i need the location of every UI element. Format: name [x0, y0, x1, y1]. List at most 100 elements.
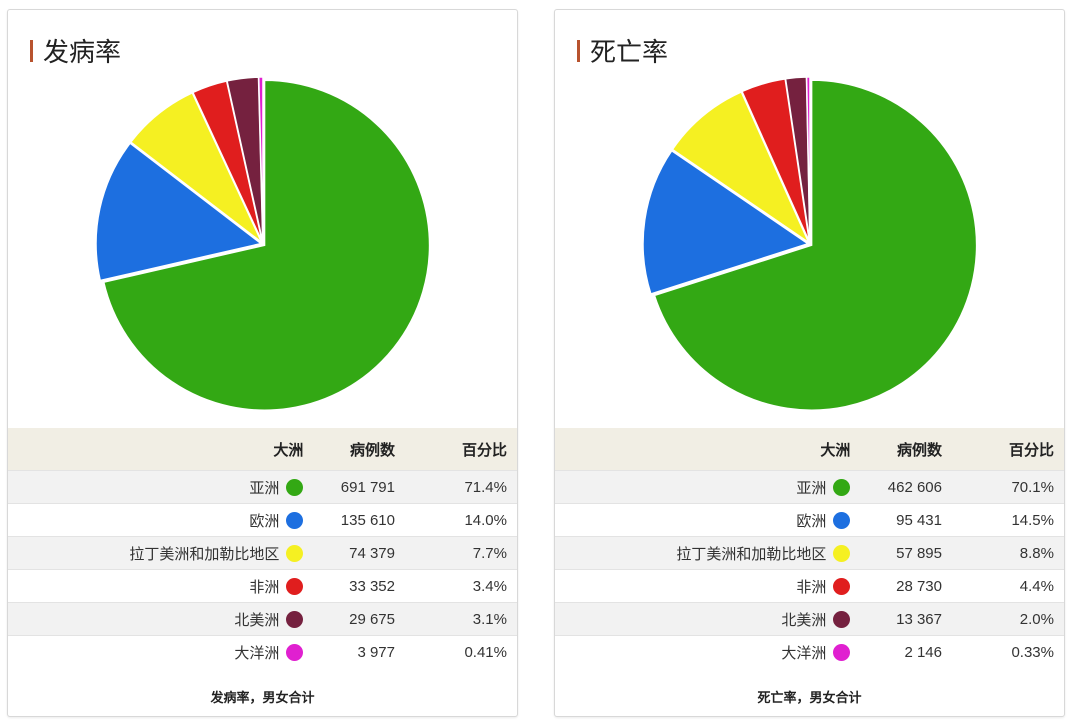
- table-row: 亚洲 691 791 71.4%: [8, 470, 517, 504]
- continent-cell: 非洲: [555, 569, 861, 603]
- header-continent: 大洲: [555, 428, 861, 471]
- chart-title: 发病率: [30, 32, 121, 69]
- continent-label: 非洲: [249, 578, 280, 596]
- header-percent: 百分比: [405, 428, 517, 471]
- table-row: 欧洲 135 610 14.0%: [8, 503, 517, 537]
- cases-cell: 57 895: [860, 536, 952, 570]
- percent-cell: 71.4%: [405, 470, 517, 504]
- table-row: 大洋洲 2 146 0.33%: [555, 635, 1064, 668]
- incidence-card: 发病率 大洲 病例数 百分比 亚洲 691 791 71.4% 欧洲 135 6…: [7, 9, 518, 717]
- legend-dot: [286, 577, 304, 595]
- pie-chart: [642, 76, 978, 411]
- cases-cell: 33 352: [313, 569, 405, 603]
- footnote: 发病率，男女合计: [210, 690, 315, 705]
- cases-cell: 74 379: [313, 536, 405, 570]
- pie-slice-拉丁美洲和加勒比地区: [671, 90, 811, 245]
- continent-label: 亚洲: [796, 479, 827, 497]
- percent-cell: 4.4%: [952, 569, 1064, 603]
- header-cases: 病例数: [313, 428, 405, 471]
- cases-cell: 2 146: [860, 635, 952, 668]
- continent-cell: 亚洲: [8, 470, 314, 504]
- continent-label: 亚洲: [249, 479, 280, 497]
- continent-cell: 拉丁美洲和加勒比地区: [555, 536, 861, 570]
- cases-cell: 691 791: [313, 470, 405, 504]
- percent-cell: 0.33%: [952, 635, 1064, 668]
- mortality-card: 死亡率 大洲 病例数 百分比 亚洲 462 606 70.1% 欧洲 95 43…: [554, 9, 1065, 717]
- percent-cell: 3.1%: [405, 602, 517, 636]
- percent-cell: 0.41%: [405, 635, 517, 668]
- percent-cell: 2.0%: [952, 602, 1064, 636]
- table-row: 拉丁美洲和加勒比地区 74 379 7.7%: [8, 536, 517, 570]
- header-continent: 大洲: [8, 428, 314, 471]
- percent-cell: 3.4%: [405, 569, 517, 603]
- continent-label: 拉丁美洲和加勒比地区: [129, 545, 280, 563]
- pie-slice-拉丁美洲和加勒比地区: [129, 91, 263, 244]
- legend-dot: [286, 478, 304, 496]
- pie-slice-欧洲: [642, 149, 810, 295]
- table-header: 大洲 病例数 百分比: [555, 428, 1064, 471]
- footnote: 死亡率，男女合计: [757, 690, 862, 705]
- continent-cell: 欧洲: [8, 503, 314, 537]
- pie-chart: [95, 76, 431, 411]
- continent-label: 非洲: [796, 578, 827, 596]
- title-text: 死亡率: [590, 37, 669, 67]
- continent-label: 北美洲: [234, 611, 280, 629]
- table-row: 大洋洲 3 977 0.41%: [8, 635, 517, 668]
- legend-dot: [286, 643, 304, 661]
- continent-cell: 北美洲: [8, 602, 314, 636]
- chart-title: 死亡率: [577, 32, 668, 69]
- percent-cell: 14.5%: [952, 503, 1064, 537]
- legend-dot: [833, 544, 851, 562]
- pie-slice-大洋洲: [257, 76, 264, 243]
- table-row: 非洲 33 352 3.4%: [8, 569, 517, 603]
- title-accent: [30, 39, 33, 62]
- legend-dot: [286, 511, 304, 529]
- title-accent: [577, 39, 580, 62]
- continent-label: 欧洲: [249, 512, 280, 530]
- header-percent: 百分比: [952, 428, 1064, 471]
- table-row: 北美洲 13 367 2.0%: [555, 602, 1064, 636]
- continent-cell: 非洲: [8, 569, 314, 603]
- cases-cell: 135 610: [313, 503, 405, 537]
- title-text: 发病率: [43, 37, 122, 67]
- continent-label: 大洋洲: [234, 644, 280, 662]
- cases-cell: 95 431: [860, 503, 952, 537]
- data-table: 大洲 病例数 百分比 亚洲 691 791 71.4% 欧洲 135 610 1…: [8, 428, 517, 668]
- continent-cell: 拉丁美洲和加勒比地区: [8, 536, 314, 570]
- continent-cell: 欧洲: [555, 503, 861, 537]
- pie-slice-欧洲: [95, 142, 263, 282]
- cases-cell: 29 675: [313, 602, 405, 636]
- legend-dot: [833, 577, 851, 595]
- cases-cell: 462 606: [860, 470, 952, 504]
- legend-dot: [833, 610, 851, 628]
- percent-cell: 7.7%: [405, 536, 517, 570]
- continent-label: 拉丁美洲和加勒比地区: [676, 545, 827, 563]
- continent-cell: 大洋洲: [8, 635, 314, 668]
- cases-cell: 13 367: [860, 602, 952, 636]
- table-header: 大洲 病例数 百分比: [8, 428, 517, 471]
- legend-dot: [833, 511, 851, 529]
- percent-cell: 14.0%: [405, 503, 517, 537]
- continent-cell: 大洋洲: [555, 635, 861, 668]
- continent-cell: 亚洲: [555, 470, 861, 504]
- header-cases: 病例数: [860, 428, 952, 471]
- table-row: 欧洲 95 431 14.5%: [555, 503, 1064, 537]
- continent-cell: 北美洲: [555, 602, 861, 636]
- percent-cell: 70.1%: [952, 470, 1064, 504]
- legend-dot: [286, 610, 304, 628]
- percent-cell: 8.8%: [952, 536, 1064, 570]
- table-row: 拉丁美洲和加勒比地区 57 895 8.8%: [555, 536, 1064, 570]
- cases-cell: 3 977: [313, 635, 405, 668]
- table-row: 非洲 28 730 4.4%: [555, 569, 1064, 603]
- table-row: 亚洲 462 606 70.1%: [555, 470, 1064, 504]
- cases-cell: 28 730: [860, 569, 952, 603]
- continent-label: 北美洲: [781, 611, 827, 629]
- legend-dot: [286, 544, 304, 562]
- pie-slice-大洋洲: [805, 76, 811, 243]
- table-row: 北美洲 29 675 3.1%: [8, 602, 517, 636]
- continent-label: 欧洲: [796, 512, 827, 530]
- pie-slice-亚洲: [653, 79, 978, 411]
- continent-label: 大洋洲: [781, 644, 827, 662]
- pie-slice-亚洲: [102, 79, 431, 411]
- data-table: 大洲 病例数 百分比 亚洲 462 606 70.1% 欧洲 95 431 14…: [555, 428, 1064, 668]
